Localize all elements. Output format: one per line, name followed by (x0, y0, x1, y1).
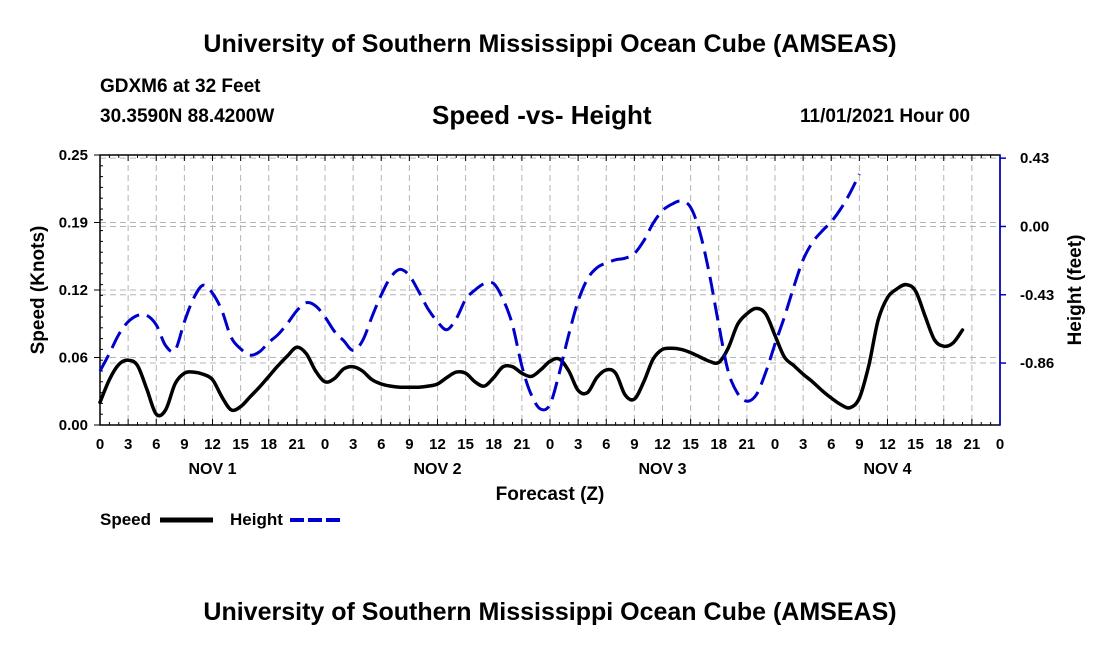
x-tick-label: 21 (964, 436, 981, 453)
x-tick-label: 9 (405, 436, 413, 453)
y-tick-label: 0.00 (59, 417, 88, 434)
x-tick-label: 0 (321, 436, 329, 453)
y-tick-label: 0.19 (59, 215, 88, 232)
x-tick-label: 21 (514, 436, 531, 453)
legend: Speed Height (100, 510, 343, 529)
y-tick-label: 0.25 (59, 147, 88, 164)
y-tick-label: 0.12 (59, 282, 88, 299)
x-tick-label: 12 (879, 436, 896, 453)
x-tick-label: 12 (654, 436, 671, 453)
x-tick-label: 18 (485, 436, 502, 453)
x-tick-label: 9 (630, 436, 638, 453)
x-tick-label: 9 (180, 436, 188, 453)
x-tick-label: 3 (574, 436, 582, 453)
day-label: NOV 4 (863, 461, 911, 478)
bottom-title: University of Southern Mississippi Ocean… (203, 598, 897, 626)
coordinates-label: 30.3590N 88.4200W (100, 106, 275, 127)
x-tick-label: 0 (546, 436, 554, 453)
day-label: NOV 2 (413, 461, 461, 478)
y-tick-label: 0.06 (59, 350, 88, 367)
x-tick-label: 18 (260, 436, 277, 453)
x-tick-label: 15 (682, 436, 699, 453)
y-axis-label: Speed (Knots) (28, 226, 49, 355)
x-tick-label: 12 (429, 436, 446, 453)
x-tick-label: 0 (771, 436, 779, 453)
x-tick-label: 6 (827, 436, 835, 453)
y2-tick-label: 0.43 (1020, 150, 1049, 167)
grid-layer (100, 155, 1000, 425)
axis-labels: 0 3 6 9 12 15 18 21 0 3 6 9 12 15 18 21 0 3 6 9 12 15 18 21 0 3 6 9… (59, 147, 1054, 478)
station-label: GDXM6 at 32 Feet (100, 76, 261, 97)
x-tick-label: 15 (232, 436, 249, 453)
x-tick-label: 6 (152, 436, 160, 453)
x-tick-label: 9 (855, 436, 863, 453)
x-tick-label: 18 (935, 436, 952, 453)
forecast-datetime: 11/01/2021 Hour 00 (800, 106, 971, 127)
chart-main-title: University of Southern Mississippi Ocean… (203, 30, 897, 58)
x-tick-label: 15 (457, 436, 474, 453)
x-tick-label: 0 (96, 436, 104, 453)
y2-tick-label: 0.00 (1020, 218, 1049, 235)
x-tick-label: 6 (602, 436, 610, 453)
y2-axis-label: Height (feet) (1065, 235, 1086, 346)
legend-speed-label: Speed (100, 510, 151, 529)
y2-tick-label: -0.43 (1020, 287, 1054, 304)
x-tick-label: 12 (204, 436, 221, 453)
legend-height-label: Height (230, 510, 283, 529)
chart-subtitle: Speed -vs- Height (432, 100, 652, 130)
x-tick-label: 21 (739, 436, 756, 453)
y2-tick-label: -0.86 (1020, 355, 1054, 372)
x-tick-label: 15 (907, 436, 924, 453)
x-axis-label: Forecast (Z) (496, 484, 605, 505)
day-label: NOV 1 (188, 461, 236, 478)
speed-series-line (98, 282, 965, 418)
x-tick-label: 6 (377, 436, 385, 453)
x-tick-label: 18 (710, 436, 727, 453)
x-tick-label: 3 (124, 436, 132, 453)
height-series-line (98, 173, 861, 412)
x-tick-label: 3 (349, 436, 357, 453)
day-label: NOV 3 (638, 461, 686, 478)
x-tick-label: 0 (996, 436, 1004, 453)
x-tick-label: 21 (289, 436, 306, 453)
x-tick-label: 3 (799, 436, 807, 453)
series-layer (98, 173, 965, 418)
